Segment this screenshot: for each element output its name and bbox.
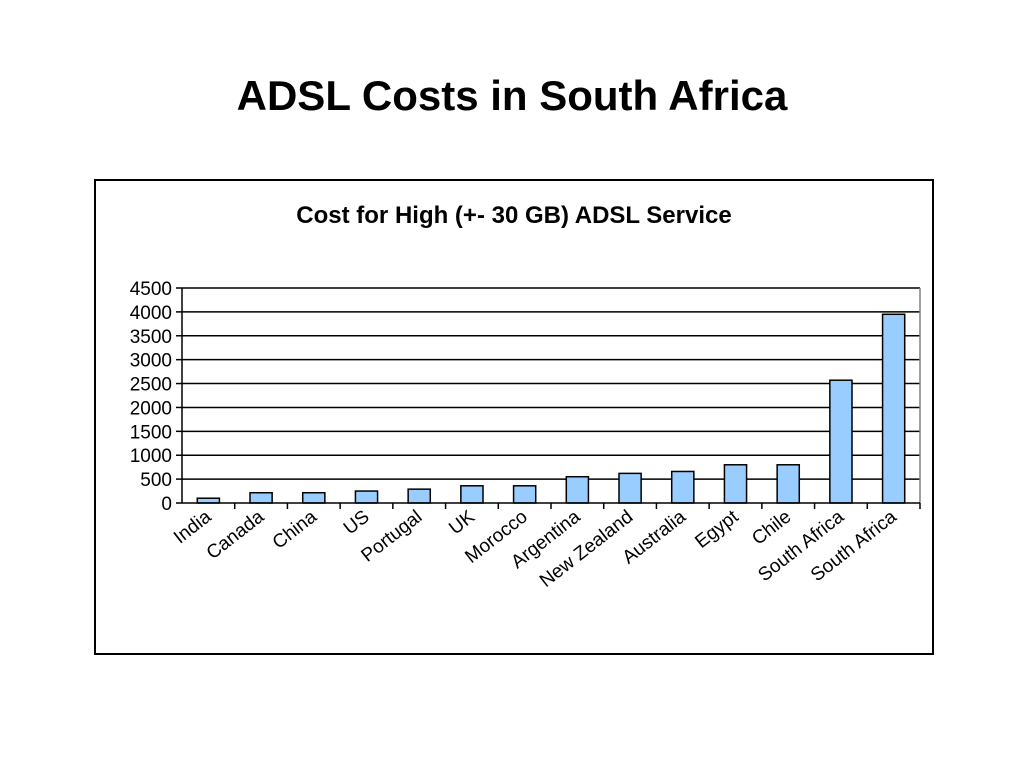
chart-frame: Cost for High (+- 30 GB) ADSL Service 0 5… [94, 179, 934, 655]
y-tick-label: 1000 [130, 446, 172, 467]
bar [723, 464, 748, 504]
bar [776, 464, 801, 504]
bar [881, 313, 906, 504]
x-tick-label: US [340, 506, 374, 539]
bar [460, 485, 484, 504]
slide-title: ADSL Costs in South Africa [236, 72, 788, 119]
x-tick-label: Egypt [691, 506, 743, 553]
bar-chart: Cost for High (+- 30 GB) ADSL Service 0 5… [130, 202, 921, 592]
bar [829, 379, 853, 504]
x-tick-label: UK [445, 506, 479, 539]
x-tick-label: Portugal [358, 506, 427, 566]
bar [249, 491, 273, 504]
chart-title: Cost for High (+- 30 GB) ADSL Service [296, 202, 731, 229]
bar [670, 470, 695, 504]
y-tick-label: 4000 [130, 303, 172, 324]
bar [512, 485, 537, 504]
bar [407, 488, 432, 504]
y-tick-label: 2500 [130, 375, 172, 396]
y-tick-label: 1500 [130, 422, 172, 443]
y-tick-label: 4500 [130, 279, 172, 300]
y-tick-label: 0 [161, 494, 172, 515]
axes [176, 287, 921, 509]
x-tick-label: Canada [203, 506, 269, 564]
gridlines [182, 287, 920, 480]
bar [565, 475, 590, 504]
bar [301, 491, 326, 504]
y-tick-label: 500 [140, 470, 172, 491]
x-tick-label: China [269, 506, 321, 553]
bar [354, 490, 379, 504]
y-tick-label: 3500 [130, 327, 172, 348]
bars [196, 313, 906, 504]
bar [618, 472, 642, 504]
y-tick-label: 2000 [130, 398, 172, 419]
y-tick-label: 3000 [130, 351, 172, 372]
